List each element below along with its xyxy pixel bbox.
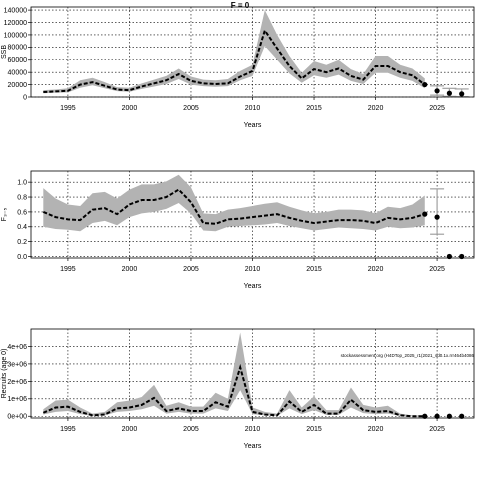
recruitment-forecast-point: [434, 413, 440, 419]
recruitment-y-tick-label: 0e+00: [7, 414, 27, 421]
recruitment-y-tick-label: 1e+06: [7, 396, 27, 403]
fishing-mortality-y-tick-label: 0.4: [17, 224, 27, 231]
recruitment-last-estimate-point: [422, 413, 428, 419]
fishing-mortality-y-tick-label: 0.0: [17, 254, 27, 261]
ssb-x-tick-label: 2005: [183, 105, 199, 112]
ssb-x-tick-label: 2010: [245, 105, 261, 112]
fishing-mortality-last-estimate-point: [422, 211, 428, 217]
ssb-confidence-band: [43, 10, 425, 94]
ssb-y-axis-label: SSB: [1, 45, 8, 59]
recruitment-y-tick-label: 2e+06: [7, 379, 27, 386]
recruitment-axes-frame: [30, 328, 475, 419]
ssb-y-tick-label: 140000: [4, 8, 27, 15]
ssb-x-tick-label: 2000: [122, 105, 138, 112]
stockassessment-note: stockassessment.org (H4DTop_2025_r1(2021…: [341, 353, 475, 358]
ssb-panel: 1995 2000 2005 2010 2015 2020 2025 0 20000 40000 6…: [1, 6, 475, 129]
fishing-mortality-estimate-line: [42, 188, 426, 225]
recruitment-forecast-point: [459, 413, 465, 419]
fishing-mortality-confidence-band: [43, 174, 425, 232]
recruitment-y-tick-label: 3e+06: [7, 361, 27, 368]
ssb-forecast-point: [459, 91, 465, 97]
recruitment-forecast-point: [446, 413, 452, 419]
recruitment-x-tick-label: 2005: [183, 426, 199, 433]
ssb-x-tick-label: 2020: [368, 105, 384, 112]
fishing-mortality-y-tick-label: 0.2: [17, 239, 27, 246]
ssb-y-tick-label: 120000: [4, 20, 27, 27]
recruitment-x-tick-label: 2020: [368, 426, 384, 433]
fishing-mortality-panel: 1995 2000 2005 2010 2015 2020 2025 0.0 0.2 0.4 0.6…: [1, 170, 475, 290]
ssb-forecast-point: [434, 88, 440, 94]
fishing-mortality-x-tick-label: 2010: [245, 266, 261, 273]
ssb-forecast-point: [446, 90, 452, 96]
ssb-last-estimate-point: [422, 81, 428, 88]
recruitment-y-tick-label: 4e+06: [7, 344, 27, 351]
ssb-y-tick-label: 100000: [4, 32, 27, 39]
fishing-mortality-y-axis-label: F₃₋₅: [1, 208, 8, 222]
ssb-x-tick-label: 2015: [306, 105, 322, 112]
fishing-mortality-x-tick-label: 2025: [429, 266, 445, 273]
ssb-estimate-line: [43, 28, 426, 94]
ssb-y-tick-label: 60000: [8, 57, 28, 64]
ssb-x-axis-label: Years: [244, 122, 262, 129]
recruitment-x-tick-label: 2010: [245, 426, 261, 433]
recruitment-estimate-line: [42, 363, 425, 418]
recruitment-confidence-band: [43, 332, 425, 417]
ssb-y-tick-label: 0: [23, 94, 27, 101]
fishing-mortality-y-tick-label: 0.6: [17, 209, 27, 216]
recruitment-y-axis-label: Recruits (age 0): [1, 349, 8, 399]
recruitment-x-tick-label: 2015: [306, 426, 322, 433]
fishing-mortality-x-tick-label: 2020: [368, 266, 384, 273]
fishing-mortality-y-tick-label: 0.8: [17, 194, 27, 201]
recruitment-x-axis-label: Years: [244, 443, 262, 450]
fishing-mortality-x-tick-label: 2015: [306, 266, 322, 273]
fishing-mortality-x-tick-label: 1995: [60, 266, 76, 273]
fishing-mortality-forecast-point: [434, 214, 440, 220]
ssb-y-tick-label: 80000: [8, 45, 28, 52]
ssb-y-tick-label: 20000: [8, 82, 28, 89]
recruitment-x-tick-label: 2000: [122, 426, 138, 433]
figure-title: F = 0: [231, 1, 250, 10]
recruitment-panel: 1995 2000 2005 2010 2015 2020 2025 0e+00 1e+06 2e…: [1, 328, 475, 450]
fishing-mortality-y-tick-label: 1.0: [17, 180, 27, 187]
recruitment-x-tick-label: 1995: [60, 426, 76, 433]
fishing-mortality-x-tick-label: 2000: [122, 266, 138, 273]
ssb-x-tick-label: 1995: [60, 105, 76, 112]
fishing-mortality-x-axis-label: Years: [244, 283, 262, 290]
fishing-mortality-x-tick-label: 2005: [183, 266, 199, 273]
ssb-x-tick-label: 2025: [429, 105, 445, 112]
ssb-y-tick-label: 40000: [8, 70, 28, 77]
recruitment-x-tick-label: 2025: [429, 426, 445, 433]
